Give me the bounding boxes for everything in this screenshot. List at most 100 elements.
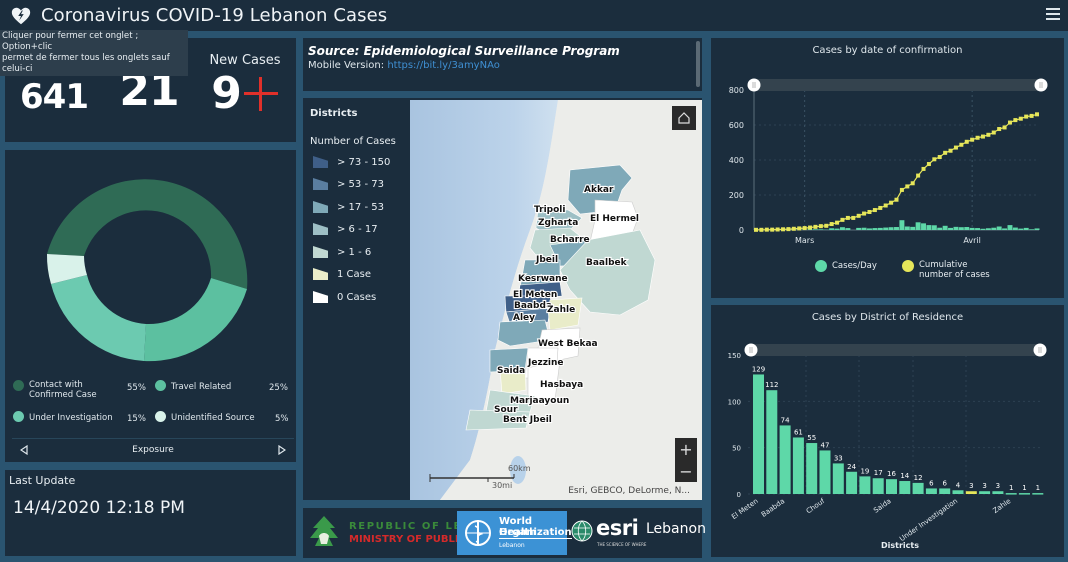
daily-cases-bar[interactable] xyxy=(834,228,840,230)
daily-cases-bar[interactable] xyxy=(872,228,878,230)
cumulative-point[interactable] xyxy=(759,227,764,232)
donut-slice-travel[interactable] xyxy=(144,278,247,362)
cumulative-point[interactable] xyxy=(932,157,937,162)
district-bar[interactable] xyxy=(819,450,831,494)
mobile-link[interactable]: https://bit.ly/3amyNAo xyxy=(387,60,500,71)
cumulative-point[interactable] xyxy=(775,227,780,232)
district-bar[interactable] xyxy=(979,491,991,494)
district-bar[interactable] xyxy=(753,374,764,494)
range-slider-handle[interactable] xyxy=(1033,343,1047,357)
district-bar[interactable] xyxy=(952,490,964,494)
daily-cases-bar[interactable] xyxy=(812,229,818,230)
cumulative-point[interactable] xyxy=(1007,120,1012,125)
district-bar[interactable] xyxy=(965,491,977,494)
legend-item-cases-day[interactable]: Cases/Day xyxy=(815,260,877,272)
daily-cases-bar[interactable] xyxy=(969,227,975,230)
daily-cases-bar[interactable] xyxy=(1012,227,1018,230)
daily-cases-bar[interactable] xyxy=(948,227,954,230)
cumulative-point[interactable] xyxy=(883,203,888,208)
daily-cases-bar[interactable] xyxy=(953,226,959,230)
district-bar[interactable] xyxy=(925,488,937,494)
daily-cases-bar[interactable] xyxy=(926,225,932,230)
daily-cases-bar[interactable] xyxy=(975,228,981,230)
cumulative-point[interactable] xyxy=(862,211,867,216)
cumulative-point[interactable] xyxy=(986,132,991,137)
daily-cases-bar[interactable] xyxy=(942,225,948,230)
cumulative-point[interactable] xyxy=(1002,125,1007,130)
cumulative-point[interactable] xyxy=(916,173,921,178)
daily-cases-bar[interactable] xyxy=(1018,228,1024,230)
cumulative-point[interactable] xyxy=(889,200,894,205)
scrollbar[interactable] xyxy=(696,41,700,87)
daily-cases-bar[interactable] xyxy=(985,228,991,230)
daily-cases-bar[interactable] xyxy=(910,226,916,230)
cumulative-point[interactable] xyxy=(872,208,877,213)
daily-cases-bar[interactable] xyxy=(861,227,867,230)
daily-cases-bar[interactable] xyxy=(894,227,899,230)
next-arrow-icon[interactable] xyxy=(278,444,286,455)
daily-cases-bar[interactable] xyxy=(1034,228,1040,230)
cumulative-point[interactable] xyxy=(943,150,948,155)
daily-cases-bar[interactable] xyxy=(883,227,889,230)
district-bar[interactable] xyxy=(779,425,791,494)
daily-cases-bar[interactable] xyxy=(829,228,835,230)
district-bar[interactable] xyxy=(792,437,804,494)
cumulative-point[interactable] xyxy=(754,227,758,232)
district-bar[interactable] xyxy=(766,390,778,494)
cumulative-point[interactable] xyxy=(824,223,829,228)
district-bar[interactable] xyxy=(1005,493,1017,495)
daily-cases-bar[interactable] xyxy=(877,227,883,230)
cumulative-point[interactable] xyxy=(905,184,910,189)
cumulative-point[interactable] xyxy=(970,137,975,142)
legend-item-cumulative[interactable]: Cumulative number of cases xyxy=(902,260,992,280)
zoom-in-button[interactable]: + xyxy=(675,438,697,460)
daily-cases-bar[interactable] xyxy=(899,220,905,230)
cumulative-point[interactable] xyxy=(959,142,964,147)
cumulative-point[interactable] xyxy=(764,227,769,232)
cumulative-point[interactable] xyxy=(878,205,883,210)
cumulative-point[interactable] xyxy=(786,227,791,232)
daily-cases-bar[interactable] xyxy=(980,228,986,230)
district-bar[interactable] xyxy=(846,471,858,494)
cumulative-point[interactable] xyxy=(980,134,985,139)
daily-cases-bar[interactable] xyxy=(1023,227,1029,230)
daily-cases-bar[interactable] xyxy=(818,229,824,230)
range-slider-handle[interactable] xyxy=(1034,78,1048,92)
zoom-out-button[interactable]: − xyxy=(675,460,697,482)
cumulative-point[interactable] xyxy=(991,130,996,135)
hamburger-menu-icon[interactable] xyxy=(1046,7,1060,21)
cumulative-point[interactable] xyxy=(802,226,807,231)
range-slider-handle[interactable] xyxy=(747,78,761,92)
district-bar[interactable] xyxy=(992,491,1004,494)
daily-cases-bar[interactable] xyxy=(991,227,997,230)
district-bar[interactable] xyxy=(832,463,844,494)
district-bar[interactable] xyxy=(899,481,911,494)
daily-cases-bar[interactable] xyxy=(888,227,894,230)
daily-cases-bar[interactable] xyxy=(839,227,845,230)
range-slider-handle[interactable] xyxy=(744,343,758,357)
cumulative-point[interactable] xyxy=(845,215,850,220)
district-bar[interactable] xyxy=(912,482,924,494)
cumulative-point[interactable] xyxy=(953,145,958,150)
cumulative-point[interactable] xyxy=(867,209,872,214)
cumulative-point[interactable] xyxy=(770,227,775,232)
cumulative-point[interactable] xyxy=(926,162,931,167)
cumulative-point[interactable] xyxy=(1013,118,1018,123)
daily-cases-bar[interactable] xyxy=(856,227,862,230)
district-bar[interactable] xyxy=(1032,493,1044,495)
cumulative-point[interactable] xyxy=(997,127,1002,132)
district-bar[interactable] xyxy=(872,478,884,494)
cumulative-point[interactable] xyxy=(899,187,904,192)
previous-arrow-icon[interactable] xyxy=(20,444,28,455)
cumulative-point[interactable] xyxy=(937,155,942,160)
district-bar[interactable] xyxy=(939,488,951,494)
cumulative-point[interactable] xyxy=(856,213,861,218)
cumulative-point[interactable] xyxy=(894,197,899,202)
cumulative-point[interactable] xyxy=(921,166,926,171)
cumulative-point[interactable] xyxy=(818,224,823,229)
cumulative-point[interactable] xyxy=(781,227,786,232)
daily-cases-bar[interactable] xyxy=(807,229,813,230)
daily-cases-bar[interactable] xyxy=(937,227,943,230)
daily-cases-bar[interactable] xyxy=(867,228,872,230)
daily-cases-bar[interactable] xyxy=(1029,229,1035,230)
